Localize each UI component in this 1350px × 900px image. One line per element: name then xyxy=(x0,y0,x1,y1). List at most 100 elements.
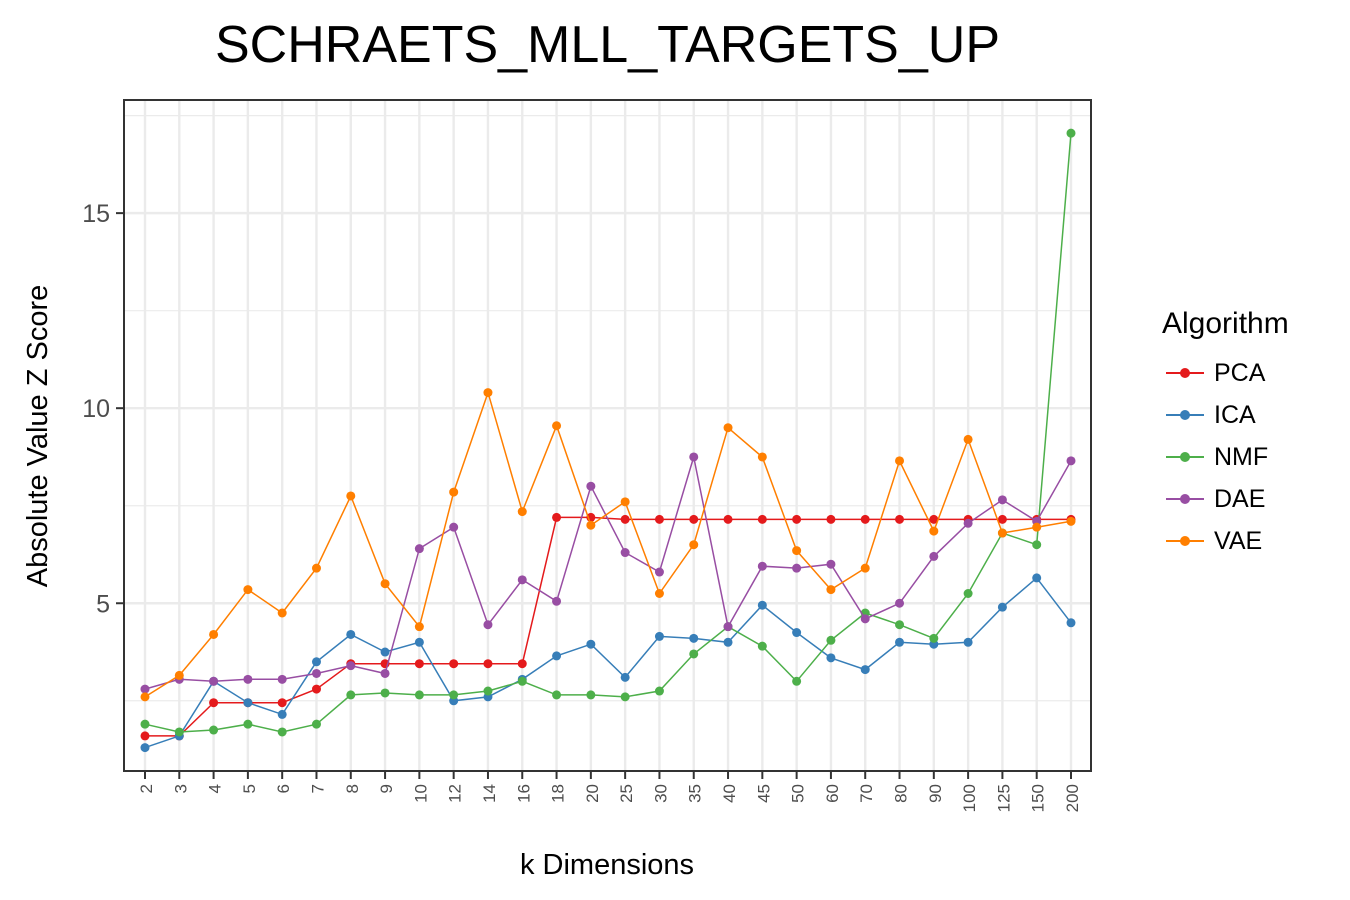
data-point-pca xyxy=(757,514,767,524)
data-point-nmf xyxy=(689,649,699,659)
data-point-nmf xyxy=(929,633,939,643)
data-point-vae xyxy=(1066,516,1076,526)
data-point-ica xyxy=(277,709,287,719)
data-point-dae xyxy=(963,518,973,528)
data-point-dae xyxy=(723,622,733,632)
data-point-dae xyxy=(586,481,596,491)
data-point-vae xyxy=(277,608,287,618)
data-point-ica xyxy=(140,743,150,753)
data-point-dae xyxy=(483,620,493,630)
data-point-nmf xyxy=(380,688,390,698)
data-point-nmf xyxy=(620,692,630,702)
data-point-nmf xyxy=(654,686,664,696)
data-point-dae xyxy=(620,548,630,558)
data-point-nmf xyxy=(552,690,562,700)
data-point-vae xyxy=(311,563,321,573)
data-point-ica xyxy=(723,637,733,647)
x-tick-label: 12 xyxy=(446,784,465,803)
data-point-ica xyxy=(860,665,870,675)
data-point-vae xyxy=(620,497,630,507)
data-point-vae xyxy=(723,423,733,433)
series-vae xyxy=(140,388,1076,702)
data-point-nmf xyxy=(963,588,973,598)
data-point-pca xyxy=(140,731,150,741)
data-point-nmf xyxy=(449,690,459,700)
data-point-vae xyxy=(757,452,767,462)
series-line-vae xyxy=(144,390,1072,698)
data-point-pca xyxy=(620,514,630,524)
series-line-nmf xyxy=(144,133,1072,733)
data-point-vae xyxy=(449,487,459,497)
x-tick-label: 9 xyxy=(377,784,396,793)
legend-label: DAE xyxy=(1214,484,1266,513)
data-point-vae xyxy=(997,528,1007,538)
data-point-vae xyxy=(860,563,870,573)
x-tick-label: 6 xyxy=(274,784,293,793)
data-point-vae xyxy=(654,588,664,598)
data-point-dae xyxy=(311,668,321,678)
x-tick-label: 200 xyxy=(1063,784,1082,812)
data-point-pca xyxy=(449,659,459,669)
data-point-dae xyxy=(380,668,390,678)
data-point-vae xyxy=(517,507,527,517)
data-point-ica xyxy=(654,631,664,641)
data-point-dae xyxy=(346,661,356,671)
data-point-pca xyxy=(895,514,905,524)
data-point-nmf xyxy=(311,719,321,729)
data-point-nmf xyxy=(483,686,493,696)
series-ica xyxy=(140,573,1076,753)
data-point-nmf xyxy=(517,676,527,686)
data-point-dae xyxy=(997,495,1007,505)
data-point-dae xyxy=(689,452,699,462)
legend-key xyxy=(1162,478,1208,520)
chart-title: SCHRAETS_MLL_TARGETS_UP xyxy=(214,16,1001,74)
x-tick-label: 16 xyxy=(514,784,533,803)
legend-label: NMF xyxy=(1214,442,1269,471)
data-point-dae xyxy=(826,559,836,569)
x-tick-label: 10 xyxy=(411,784,430,803)
legend-key-dot xyxy=(1180,494,1190,504)
y-tick-label: 10 xyxy=(82,395,110,423)
data-point-vae xyxy=(963,434,973,444)
data-point-nmf xyxy=(895,620,905,630)
data-point-pca xyxy=(483,659,493,669)
data-point-ica xyxy=(243,698,253,708)
legend-item-pca: PCA xyxy=(1162,352,1289,394)
x-tick-label: 45 xyxy=(754,784,773,803)
data-point-dae xyxy=(517,575,527,585)
legend-key xyxy=(1162,436,1208,478)
y-tick-label: 5 xyxy=(96,590,110,618)
data-point-dae xyxy=(449,522,459,532)
data-point-nmf xyxy=(792,676,802,686)
data-point-vae xyxy=(483,388,493,398)
data-point-vae xyxy=(140,692,150,702)
data-point-nmf xyxy=(174,727,184,737)
series-line-dae xyxy=(144,456,1072,690)
x-tick-label: 4 xyxy=(206,784,225,793)
data-point-nmf xyxy=(243,719,253,729)
data-point-nmf xyxy=(826,635,836,645)
data-point-pca xyxy=(414,659,424,669)
x-tick-label: 35 xyxy=(686,784,705,803)
data-point-ica xyxy=(414,637,424,647)
data-point-vae xyxy=(209,629,219,639)
data-point-dae xyxy=(243,674,253,684)
x-tick-label: 5 xyxy=(240,784,259,793)
y-tick-label: 15 xyxy=(82,200,110,228)
x-tick-label: 150 xyxy=(1029,784,1048,812)
legend-label: ICA xyxy=(1214,400,1256,429)
data-point-pca xyxy=(689,514,699,524)
data-point-dae xyxy=(757,561,767,571)
legend-key-dot xyxy=(1180,368,1190,378)
data-point-ica xyxy=(826,653,836,663)
data-point-ica xyxy=(586,639,596,649)
data-point-ica xyxy=(1066,618,1076,628)
data-point-vae xyxy=(929,526,939,536)
data-point-vae xyxy=(689,540,699,550)
data-point-ica xyxy=(1032,573,1042,583)
data-point-ica xyxy=(689,633,699,643)
data-point-nmf xyxy=(277,727,287,737)
legend-item-nmf: NMF xyxy=(1162,436,1289,478)
data-point-vae xyxy=(346,491,356,501)
